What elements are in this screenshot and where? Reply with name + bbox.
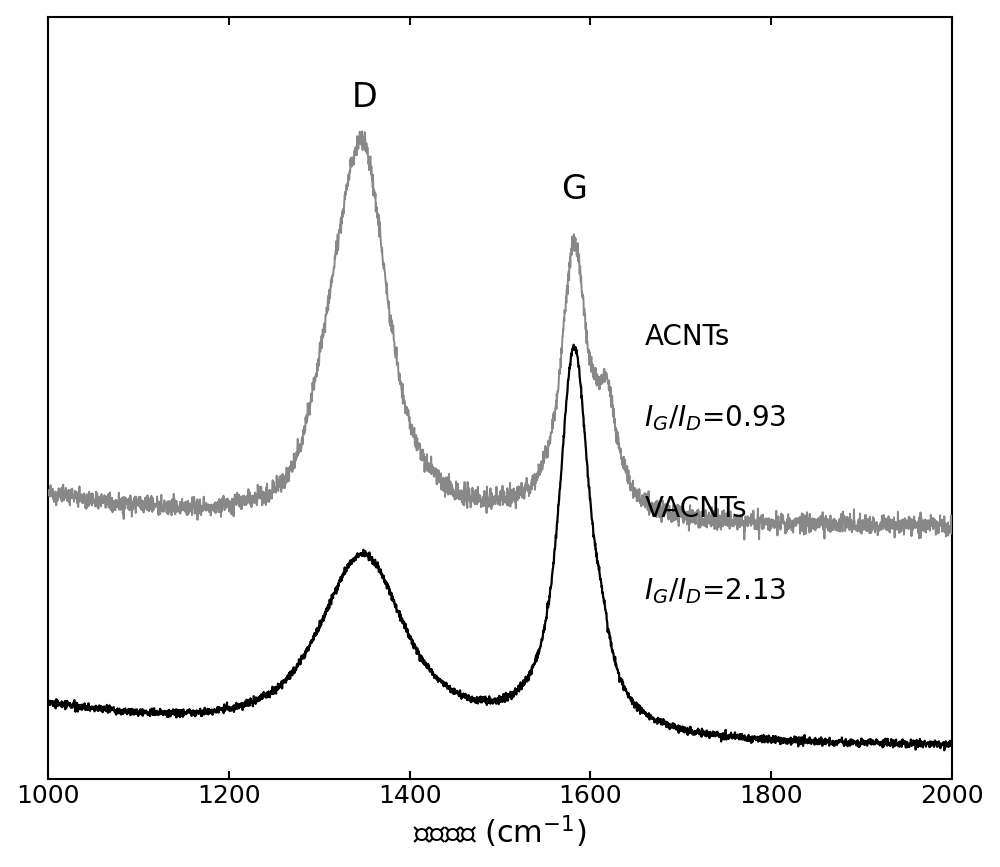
X-axis label: 拉曼位移 (cm$^{-1}$): 拉曼位移 (cm$^{-1}$) [413, 814, 587, 851]
Text: VACNTs: VACNTs [644, 495, 747, 523]
Text: D: D [352, 81, 377, 114]
Text: $I_G$/$I_D$=2.13: $I_G$/$I_D$=2.13 [644, 576, 787, 606]
Text: G: G [561, 173, 587, 205]
Text: ACNTs: ACNTs [644, 323, 730, 350]
Text: $I_G$/$I_D$=0.93: $I_G$/$I_D$=0.93 [644, 404, 787, 434]
